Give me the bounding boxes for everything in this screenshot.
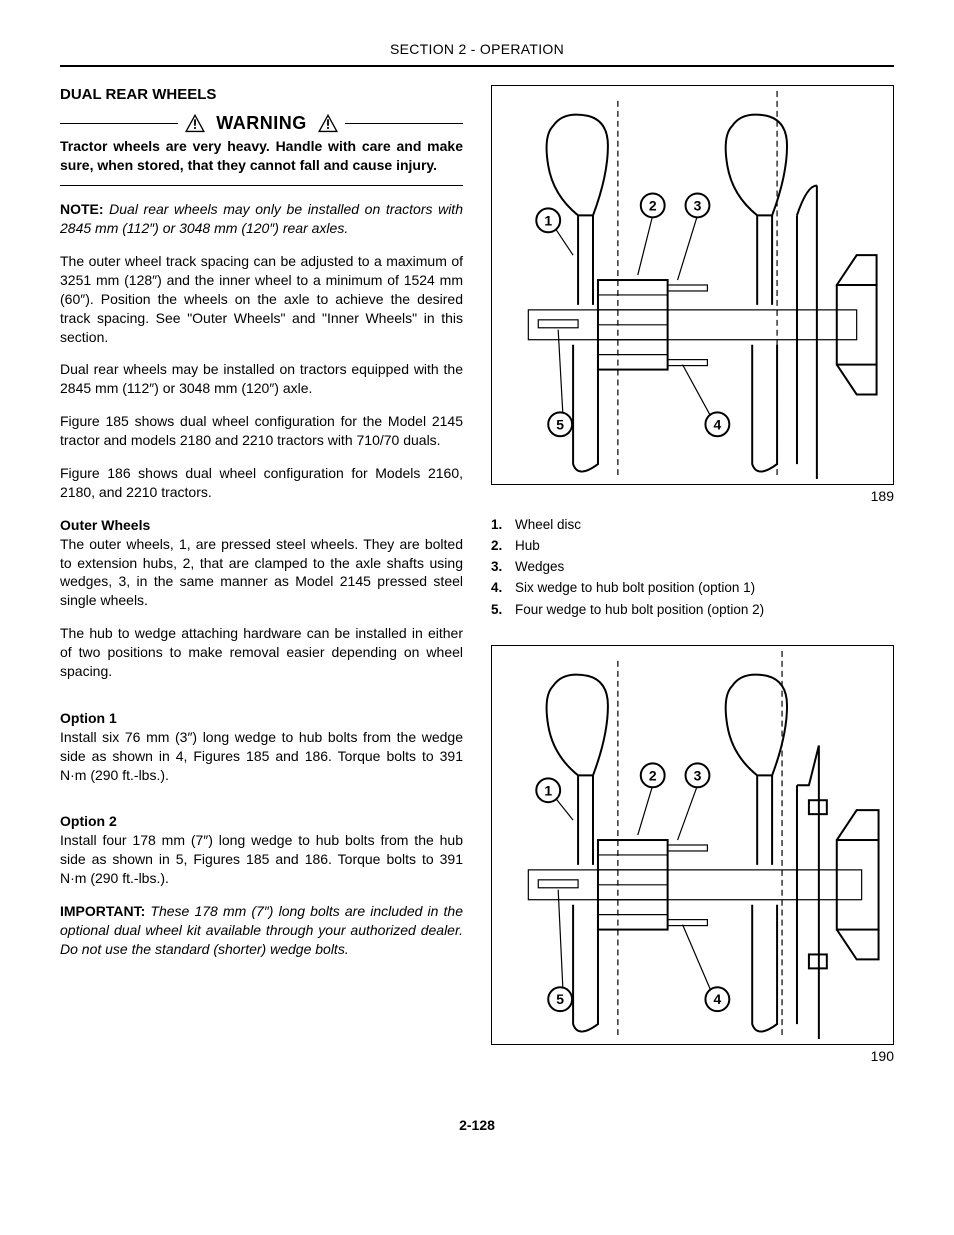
figure-190: 1 2 3 4 5 (491, 645, 894, 1045)
warning-triangle-icon (317, 113, 339, 133)
note-label: NOTE: (60, 201, 104, 217)
right-column: 1 2 3 4 5 189 1.Wheel disc 2.Hub 3.Wedge… (491, 85, 894, 1076)
note-body: Dual rear wheels may only be installed o… (60, 201, 463, 236)
note-block: NOTE: Dual rear wheels may only be insta… (60, 200, 463, 238)
figure-legend: 1.Wheel disc 2.Hub 3.Wedges 4.Six wedge … (491, 516, 894, 619)
figure-190-diagram: 1 2 3 4 5 (492, 646, 893, 1044)
warning-banner: WARNING (60, 111, 463, 135)
figure-189-number: 189 (491, 487, 894, 506)
svg-text:1: 1 (544, 782, 552, 798)
page-footer: 2-128 (60, 1116, 894, 1135)
page-header: SECTION 2 - OPERATION (60, 40, 894, 67)
svg-text:1: 1 (544, 212, 552, 228)
svg-text:5: 5 (556, 991, 564, 1007)
paragraph-2: Dual rear wheels may be installed on tra… (60, 360, 463, 398)
legend-row: 5.Four wedge to hub bolt position (optio… (491, 601, 894, 619)
legend-text: Wheel disc (515, 516, 581, 534)
outer-wheels-heading: Outer Wheels (60, 516, 463, 535)
legend-row: 2.Hub (491, 537, 894, 555)
outer-wheels-p2: The hub to wedge attaching hardware can … (60, 624, 463, 681)
warning-triangle-icon (184, 113, 206, 133)
legend-text: Six wedge to hub bolt position (option 1… (515, 579, 755, 597)
option2-body: Install four 178 mm (7″) long wedge to h… (60, 831, 463, 888)
left-column: DUAL REAR WHEELS WARNING Tractor wheels … (60, 85, 463, 1076)
warning-label: WARNING (216, 111, 307, 135)
main-title: DUAL REAR WHEELS (60, 85, 463, 105)
option2-heading: Option 2 (60, 812, 463, 831)
legend-text: Wedges (515, 558, 564, 576)
svg-text:3: 3 (694, 767, 702, 783)
svg-text:4: 4 (714, 991, 722, 1007)
legend-num: 3. (491, 558, 515, 576)
warning-rule-right (345, 123, 463, 124)
legend-text: Four wedge to hub bolt position (option … (515, 601, 764, 619)
legend-num: 4. (491, 579, 515, 597)
legend-num: 5. (491, 601, 515, 619)
paragraph-4: Figure 186 shows dual wheel configuratio… (60, 464, 463, 502)
figure-189: 1 2 3 4 5 (491, 85, 894, 485)
content-columns: DUAL REAR WHEELS WARNING Tractor wheels … (60, 85, 894, 1076)
warning-rule-left (60, 123, 178, 124)
legend-num: 2. (491, 537, 515, 555)
warning-body: Tractor wheels are very heavy. Handle wi… (60, 137, 463, 186)
figure-190-number: 190 (491, 1047, 894, 1066)
svg-text:5: 5 (556, 416, 564, 432)
legend-row: 1.Wheel disc (491, 516, 894, 534)
paragraph-3: Figure 185 shows dual wheel configuratio… (60, 412, 463, 450)
legend-row: 3.Wedges (491, 558, 894, 576)
legend-row: 4.Six wedge to hub bolt position (option… (491, 579, 894, 597)
figure-189-diagram: 1 2 3 4 5 (492, 86, 893, 484)
svg-text:2: 2 (649, 197, 657, 213)
important-block: IMPORTANT: These 178 mm (7″) long bolts … (60, 902, 463, 959)
svg-text:4: 4 (714, 416, 722, 432)
option1-heading: Option 1 (60, 709, 463, 728)
important-label: IMPORTANT: (60, 903, 145, 919)
option1-body: Install six 76 mm (3″) long wedge to hub… (60, 728, 463, 785)
svg-text:2: 2 (649, 767, 657, 783)
legend-text: Hub (515, 537, 540, 555)
svg-text:3: 3 (694, 197, 702, 213)
legend-num: 1. (491, 516, 515, 534)
outer-wheels-p1: The outer wheels, 1, are pressed steel w… (60, 535, 463, 611)
paragraph-1: The outer wheel track spacing can be adj… (60, 252, 463, 346)
